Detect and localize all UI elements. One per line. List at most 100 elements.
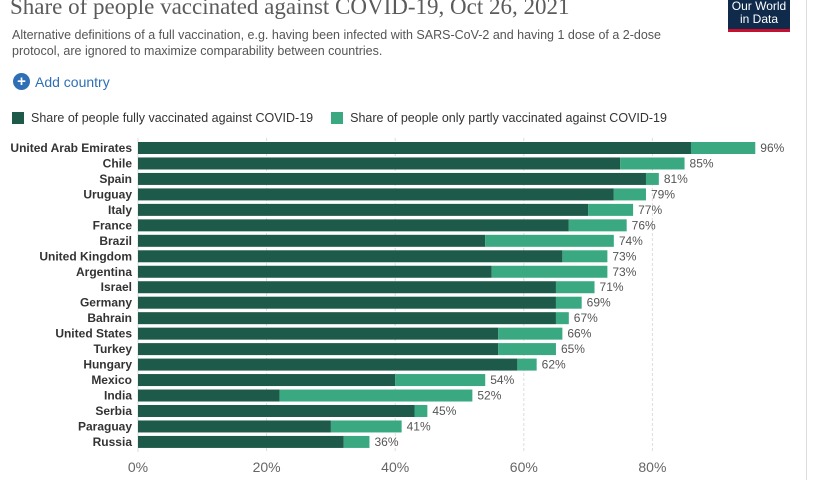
bar-partly <box>555 281 595 294</box>
x-tick-label: 20% <box>253 459 281 475</box>
bar-partly <box>279 389 473 402</box>
bar-partly <box>613 188 646 201</box>
owid-logo[interactable]: Our World in Data <box>728 0 790 32</box>
x-tick-label: 60% <box>510 459 538 475</box>
bar-fully <box>138 327 499 340</box>
total-label: 85% <box>690 156 714 170</box>
country-label: Turkey <box>94 342 133 356</box>
bar-fully <box>138 142 691 154</box>
country-label: United States <box>55 327 132 341</box>
bar-fully <box>138 312 556 325</box>
bar-fully <box>138 420 331 433</box>
legend-label-fully: Share of people fully vaccinated against… <box>31 111 314 125</box>
bar-fully <box>138 343 499 356</box>
bar-fully <box>138 172 646 185</box>
add-country-button[interactable]: + Add country <box>13 73 110 90</box>
total-label: 45% <box>432 404 456 418</box>
bar-fully <box>138 157 621 170</box>
total-label: 74% <box>619 234 643 248</box>
bar-fully <box>138 203 589 216</box>
country-label: India <box>104 389 132 403</box>
bar-fully <box>138 358 518 371</box>
total-label: 62% <box>542 358 566 372</box>
legend-label-partly: Share of people only partly vaccinated a… <box>350 111 667 125</box>
legend-item-partly[interactable]: Share of people only partly vaccinated a… <box>331 111 667 125</box>
total-label: 96% <box>760 141 784 155</box>
bar-partly <box>690 142 756 154</box>
country-label: Brazil <box>99 234 132 248</box>
bar-partly <box>343 435 370 448</box>
total-label: 65% <box>561 342 585 356</box>
country-label: Germany <box>80 296 132 310</box>
bar-partly <box>645 172 659 185</box>
bar-partly <box>562 250 608 263</box>
x-tick-label: 80% <box>638 459 666 475</box>
logo-line-1: Our World <box>731 0 787 13</box>
bar-partly <box>588 203 634 216</box>
bar-fully <box>138 281 556 294</box>
total-label: 69% <box>587 296 611 310</box>
country-label: Mexico <box>91 373 132 387</box>
bar-partly <box>498 327 563 340</box>
total-label: 76% <box>632 218 656 232</box>
total-label: 71% <box>600 280 624 294</box>
country-label: Paraguay <box>78 419 132 433</box>
plus-circle-icon: + <box>13 73 30 90</box>
legend-item-fully[interactable]: Share of people fully vaccinated against… <box>12 111 313 125</box>
total-label: 73% <box>612 249 636 263</box>
country-label: United Kingdom <box>39 249 132 263</box>
total-label: 67% <box>574 311 598 325</box>
bar-partly <box>330 420 402 433</box>
country-label: Israel <box>101 280 132 294</box>
country-label: France <box>93 218 133 232</box>
country-label: Spain <box>99 172 132 186</box>
frame-border <box>806 0 807 480</box>
total-label: 52% <box>477 389 501 403</box>
add-country-label: Add country <box>35 73 110 90</box>
country-label: Chile <box>103 156 133 170</box>
bar-fully <box>138 296 556 309</box>
bar-partly <box>620 157 685 170</box>
legend-swatch-partly <box>331 112 344 124</box>
country-label: Russia <box>93 435 133 449</box>
total-label: 81% <box>664 172 688 186</box>
bar-fully <box>138 389 280 402</box>
legend-swatch-fully <box>12 112 24 124</box>
total-label: 54% <box>490 373 514 387</box>
country-label: Uruguay <box>83 187 132 201</box>
country-label: Serbia <box>95 404 132 418</box>
total-label: 73% <box>612 265 636 279</box>
bar-fully <box>138 234 486 247</box>
total-label: 66% <box>567 327 591 341</box>
country-label: Italy <box>108 203 132 217</box>
page-title: Share of people vaccinated against COVID… <box>10 0 570 19</box>
bar-fully <box>138 188 614 201</box>
bar-partly <box>517 358 537 371</box>
x-tick-label: 40% <box>381 459 409 475</box>
country-label: United Arab Emirates <box>10 141 132 155</box>
chart-legend: Share of people fully vaccinated against… <box>12 111 685 125</box>
bar-partly <box>395 374 486 387</box>
bar-fully <box>138 250 563 263</box>
total-label: 36% <box>374 435 398 449</box>
country-label: Hungary <box>83 358 132 372</box>
bar-fully <box>138 265 492 278</box>
bar-partly <box>555 296 582 309</box>
bar-partly <box>491 265 608 278</box>
bar-partly <box>555 312 569 325</box>
logo-line-2: in Data <box>739 12 779 26</box>
bar-fully <box>138 219 569 232</box>
country-label: Argentina <box>76 265 132 279</box>
bar-partly <box>498 343 556 356</box>
chart-subtitle: Alternative definitions of a full vaccin… <box>12 28 662 58</box>
total-label: 79% <box>651 187 675 201</box>
country-label: Bahrain <box>87 311 132 325</box>
total-label: 77% <box>638 203 662 217</box>
total-label: 41% <box>407 419 431 433</box>
bar-partly <box>485 234 614 247</box>
bar-fully <box>138 374 396 387</box>
bar-partly <box>414 404 428 417</box>
bar-fully <box>138 435 344 448</box>
x-tick-label: 0% <box>128 459 148 475</box>
